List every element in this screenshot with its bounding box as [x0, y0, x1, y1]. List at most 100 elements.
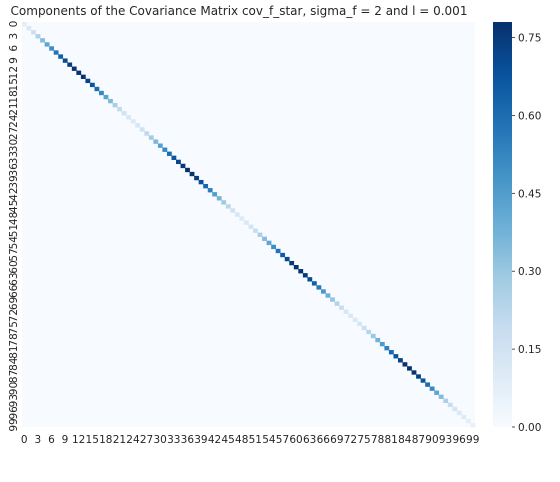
heatmap-cell	[316, 285, 322, 290]
heatmap-cell	[452, 406, 458, 412]
heatmap-cell	[89, 82, 95, 88]
y-tick-label: 0	[8, 21, 20, 28]
heatmap-cell	[262, 236, 267, 241]
heatmap-cell	[384, 346, 390, 351]
heatmap-cell	[108, 98, 113, 104]
y-tick-label: 69	[8, 297, 20, 310]
heatmap-cell	[293, 265, 299, 270]
x-tick-label: 96	[452, 434, 466, 446]
x-tick-label: 0	[21, 434, 28, 446]
heatmap-cell	[185, 167, 190, 173]
heatmap-cell	[94, 86, 100, 92]
heatmap-cell	[139, 127, 145, 132]
heatmap-cell	[388, 350, 394, 355]
x-tick-label: 21	[113, 434, 126, 446]
heatmap-cell	[343, 309, 349, 314]
heatmap-cell	[397, 358, 403, 363]
heatmap-cell	[207, 188, 213, 193]
heatmap-cell	[103, 94, 109, 100]
heatmap-cell	[339, 305, 344, 310]
colorbar-gradient	[493, 22, 512, 427]
y-tick-label: 33	[8, 151, 20, 164]
heatmap-cell	[352, 317, 358, 322]
y-tick-label: 6	[8, 45, 20, 52]
y-tick-label: 87	[8, 370, 20, 383]
heatmap-cell	[429, 386, 435, 391]
heatmap-cell	[375, 337, 381, 343]
heatmap-cell	[67, 62, 73, 67]
heatmap-cell	[58, 54, 64, 59]
heatmap-cell	[438, 394, 444, 399]
heatmap-cell	[253, 228, 258, 233]
x-tick-label: 51	[249, 434, 262, 446]
x-tick-label: 39	[194, 434, 207, 446]
heatmap-cell	[22, 22, 27, 27]
heatmap-cell	[370, 333, 376, 339]
heatmap-cell	[49, 46, 55, 51]
heatmap-cell	[221, 200, 227, 205]
x-tick-label: 87	[412, 434, 425, 446]
y-tick-label: 66	[8, 284, 20, 298]
colorbar-tick-label: 0.15	[518, 344, 541, 356]
y-tick-labels: 0369121518212427303336394245485154576063…	[8, 21, 20, 432]
heatmap-cell	[289, 260, 295, 266]
x-tick-label: 48	[235, 434, 248, 446]
y-tick-label: 24	[8, 114, 20, 128]
heatmap-cell	[407, 366, 412, 371]
heatmap-cell	[130, 119, 136, 124]
y-tick-label: 63	[8, 272, 20, 285]
heatmap-cell	[62, 58, 68, 63]
heatmap-cell	[239, 216, 245, 221]
x-tick-label: 78	[371, 434, 384, 446]
y-tick-label: 84	[8, 357, 20, 371]
x-tick-label: 60	[289, 434, 302, 446]
x-tick-label: 33	[167, 434, 180, 446]
y-tick-label: 48	[8, 212, 20, 225]
x-tick-label: 24	[126, 434, 140, 446]
x-tick-label: 66	[317, 434, 331, 446]
colorbar-tick-label: 0.60	[518, 110, 541, 122]
y-tick-label: 75	[8, 321, 20, 334]
heatmap-cell	[26, 26, 32, 31]
x-tick-label: 30	[153, 434, 166, 446]
heatmap-cell	[470, 422, 476, 428]
x-tick-label: 42	[208, 434, 221, 446]
x-tick-label: 57	[276, 434, 289, 446]
heatmap-cell	[31, 30, 36, 35]
x-tick-label: 72	[344, 434, 357, 446]
heatmap-cell	[121, 111, 127, 116]
heatmap-cell	[357, 321, 363, 327]
y-tick-label: 54	[8, 236, 20, 250]
colorbar-tick-label: 0.75	[518, 33, 541, 45]
heatmap-cell	[348, 313, 353, 318]
heatmap-cell	[234, 212, 240, 217]
y-tick-label: 15	[8, 78, 20, 91]
heatmap-cell	[216, 196, 222, 201]
heatmap-cell	[225, 204, 231, 209]
heatmap-cell	[243, 220, 249, 225]
x-tick-label: 15	[86, 434, 99, 446]
heatmap-cell	[266, 240, 272, 246]
heatmap-cell	[307, 277, 313, 282]
heatmap-cells	[22, 22, 476, 428]
y-tick-label: 12	[8, 66, 20, 79]
heatmap-cell	[447, 402, 453, 408]
heatmap-cell	[171, 155, 177, 160]
heatmap-cell	[212, 192, 218, 197]
y-tick-label: 90	[8, 382, 20, 395]
colorbar-tick-label: 0.45	[518, 188, 541, 200]
x-tick-label: 63	[303, 434, 316, 446]
heatmap-cell	[153, 139, 159, 144]
heatmap-cell	[117, 107, 122, 112]
x-tick-label: 6	[48, 434, 55, 446]
heatmap-cell	[443, 398, 449, 403]
y-tick-label: 57	[8, 248, 20, 261]
heatmap-cell	[162, 147, 168, 152]
x-tick-label: 54	[262, 434, 276, 446]
y-tick-label: 81	[8, 345, 20, 358]
heatmap-cell	[112, 103, 118, 108]
heatmap-cell	[456, 410, 462, 416]
x-tick-label: 93	[439, 434, 452, 446]
heatmap-cell	[180, 163, 186, 169]
